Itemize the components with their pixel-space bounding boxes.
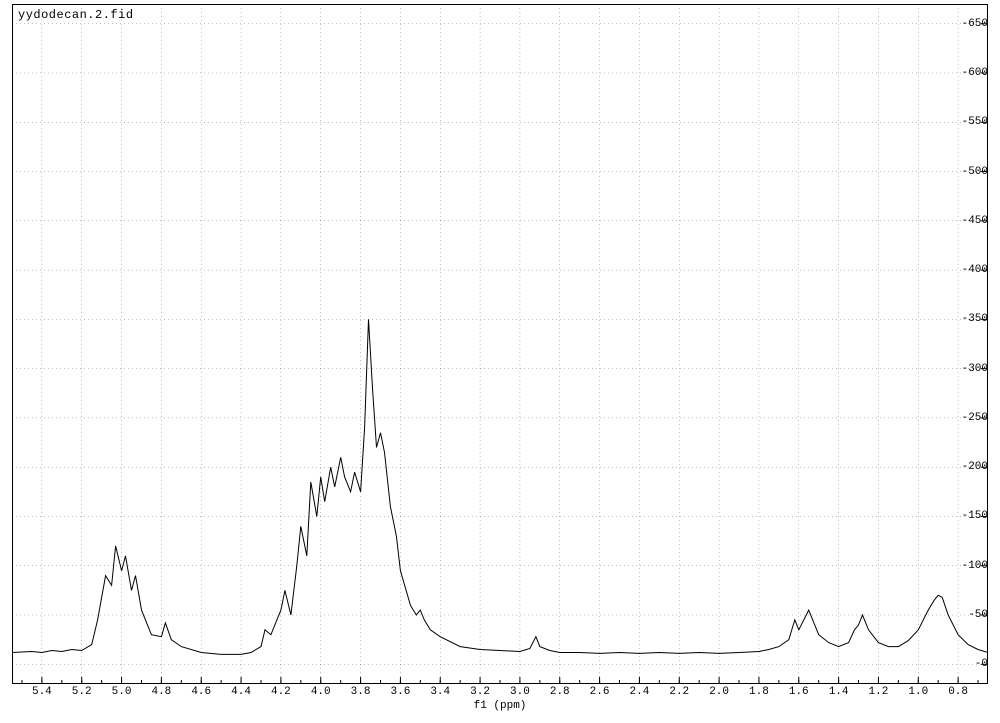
x-tick-label: 4.0 xyxy=(311,686,331,698)
x-tick-label: 2.0 xyxy=(709,686,729,698)
x-tick-label: 4.4 xyxy=(231,686,251,698)
y-tick-label: -250 xyxy=(962,412,988,424)
y-tick-label: -550 xyxy=(962,116,988,128)
x-tick-label: 1.4 xyxy=(829,686,849,698)
x-tick-label: 3.0 xyxy=(510,686,530,698)
y-tick-label: -50 xyxy=(968,609,988,621)
y-tick-label: -450 xyxy=(962,215,988,227)
x-tick-label: 3.6 xyxy=(391,686,411,698)
y-tick-label: -200 xyxy=(962,461,988,473)
x-tick-label: 2.6 xyxy=(590,686,610,698)
x-tick-label: 1.0 xyxy=(908,686,928,698)
nmr-spectrum-plot xyxy=(12,4,988,684)
x-tick-label: 4.6 xyxy=(191,686,211,698)
y-tick-label: -400 xyxy=(962,264,988,276)
y-tick-label: -350 xyxy=(962,313,988,325)
x-tick-label: 5.0 xyxy=(112,686,132,698)
x-axis-labels: 5.4 5.2 5.0 4.8 4.6 4.4 4.2 4.0 3.8 3.6 3.4 3.2 3.0 2… xyxy=(12,686,988,700)
y-tick-label: -150 xyxy=(962,510,988,522)
y-axis-labels: -0-50-100-150-200-250-300-350-400-450-50… xyxy=(990,4,1000,684)
y-tick-label: -500 xyxy=(962,166,988,178)
y-tick-label: -600 xyxy=(962,67,988,79)
x-tick-label: 1.6 xyxy=(789,686,809,698)
x-tick-label: 1.8 xyxy=(749,686,769,698)
x-axis-title: f1 (ppm) xyxy=(474,700,527,712)
y-tick-label: -0 xyxy=(975,658,988,670)
x-tick-label: 3.8 xyxy=(351,686,371,698)
x-tick-label: 3.2 xyxy=(470,686,490,698)
x-tick-label: 4.8 xyxy=(151,686,171,698)
y-tick-label: -300 xyxy=(962,363,988,375)
x-tick-label: 5.4 xyxy=(32,686,52,698)
x-tick-label: 3.4 xyxy=(430,686,450,698)
x-tick-label: 1.2 xyxy=(869,686,889,698)
y-tick-label: -650 xyxy=(962,18,988,30)
x-tick-label: 2.8 xyxy=(550,686,570,698)
x-tick-label: 0.8 xyxy=(948,686,968,698)
x-tick-label: 4.2 xyxy=(271,686,291,698)
x-tick-label: 5.2 xyxy=(72,686,92,698)
x-tick-label: 2.4 xyxy=(630,686,650,698)
x-tick-label: 2.2 xyxy=(669,686,689,698)
y-tick-label: -100 xyxy=(962,560,988,572)
spectrum-trace xyxy=(12,319,988,654)
